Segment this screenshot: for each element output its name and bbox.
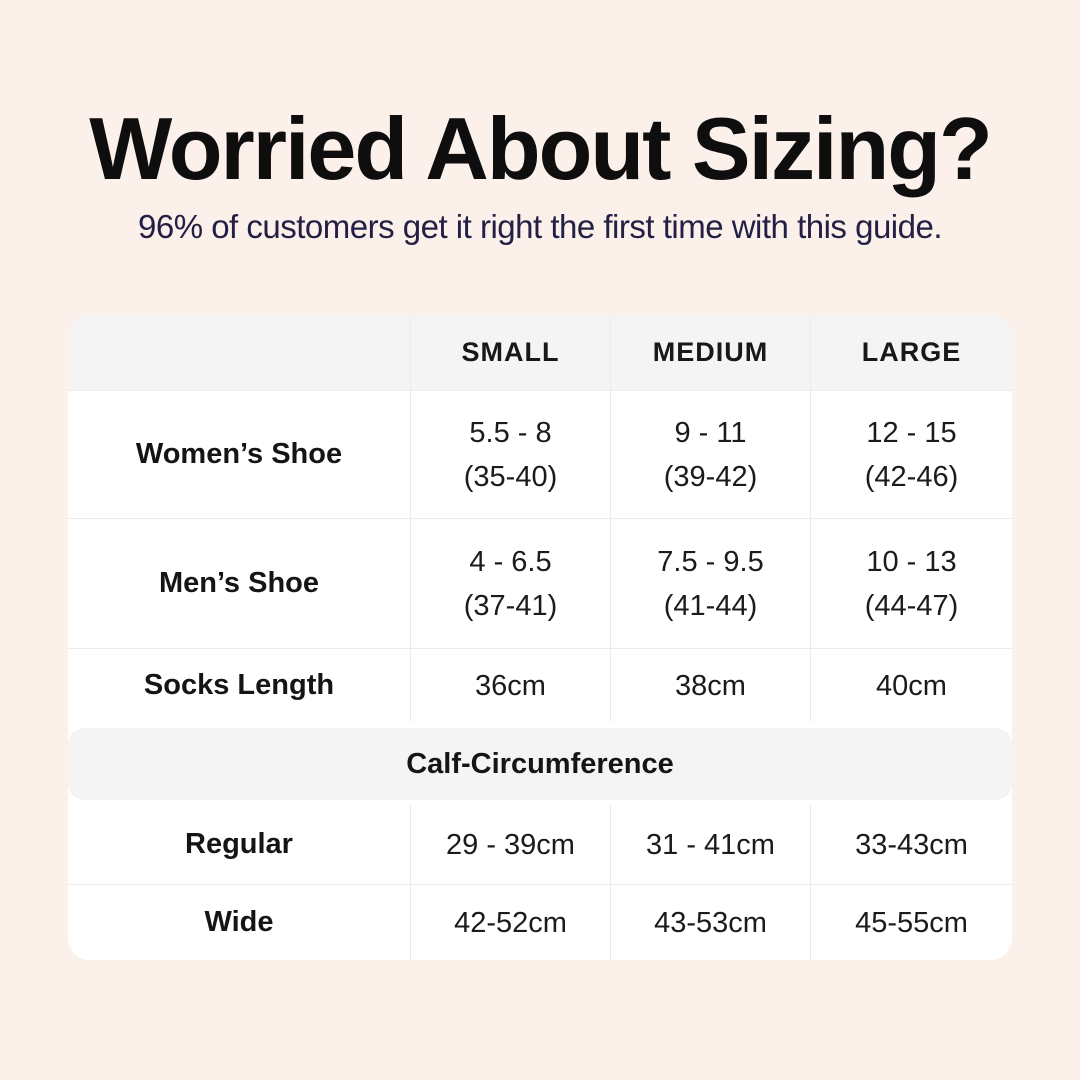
cell-mens-large: 10 - 13 (44-47) [810, 519, 1012, 648]
cell-wide-small: 42-52cm [410, 885, 610, 960]
row-label-regular: Regular [185, 828, 293, 860]
cell-value: (35-40) [463, 460, 558, 493]
cell-value: 45-55cm [855, 906, 968, 939]
table-row-womens-shoe: Women’s Shoe 5.5 - 8 (35-40) 9 - 11 (39-… [68, 390, 1012, 518]
header-cell-small: SMALL [410, 315, 610, 390]
cell-value: 42-52cm [454, 906, 567, 939]
section-label: Calf-Circumference [406, 747, 674, 780]
cell-wide-large: 45-55cm [810, 885, 1012, 960]
size-guide-table: SMALL MEDIUM LARGE Women’s Shoe 5.5 - 8 … [68, 315, 1012, 960]
table-row-wide: Wide 42-52cm 43-53cm 45-55cm [68, 884, 1012, 960]
cell-value: (42-46) [864, 460, 959, 493]
cell-value: 36cm [475, 669, 546, 702]
cell-value: (37-41) [463, 589, 558, 622]
table-section-calf-circumference: Calf-Circumference [68, 728, 1012, 800]
cell-value: 9 - 11 [674, 416, 747, 449]
cell-socks-small: 36cm [410, 649, 610, 722]
page-title: Worried About Sizing? [89, 99, 992, 198]
cell-value: 5.5 - 8 [469, 416, 552, 449]
cell-value: 38cm [675, 669, 746, 702]
header-cell-medium: MEDIUM [610, 315, 810, 390]
cell-socks-medium: 38cm [610, 649, 810, 722]
cell-value: (41-44) [663, 589, 758, 622]
cell-value: 43-53cm [654, 906, 767, 939]
cell-regular-small: 29 - 39cm [410, 805, 610, 884]
cell-regular-medium: 31 - 41cm [610, 805, 810, 884]
cell-wide-medium: 43-53cm [610, 885, 810, 960]
cell-socks-large: 40cm [810, 649, 1012, 722]
cell-value: (44-47) [864, 589, 959, 622]
cell-value: 4 - 6.5 [469, 545, 552, 578]
cell-value: 7.5 - 9.5 [657, 545, 764, 578]
cell-value: 29 - 39cm [446, 828, 575, 861]
table-row-socks-length: Socks Length 36cm 38cm 40cm [68, 648, 1012, 722]
cell-mens-medium: 7.5 - 9.5 (41-44) [610, 519, 810, 648]
cell-mens-small: 4 - 6.5 (37-41) [410, 519, 610, 648]
table-row-mens-shoe: Men’s Shoe 4 - 6.5 (37-41) 7.5 - 9.5 (41… [68, 518, 1012, 648]
row-label-mens-shoe: Men’s Shoe [158, 567, 320, 599]
row-label-socks-length: Socks Length [143, 669, 335, 701]
cell-value: (39-42) [663, 460, 758, 493]
page-subtitle: 96% of customers get it right the first … [137, 208, 943, 245]
cell-womens-large: 12 - 15 (42-46) [810, 391, 1012, 518]
table-header-row: SMALL MEDIUM LARGE [68, 315, 1012, 390]
cell-regular-large: 33-43cm [810, 805, 1012, 884]
cell-value: 40cm [876, 669, 947, 702]
row-label-wide: Wide [204, 906, 274, 938]
cell-value: 31 - 41cm [646, 828, 775, 861]
table-row-regular: Regular 29 - 39cm 31 - 41cm 33-43cm [68, 805, 1012, 884]
cell-value: 33-43cm [855, 828, 968, 861]
cell-womens-medium: 9 - 11 (39-42) [610, 391, 810, 518]
cell-womens-small: 5.5 - 8 (35-40) [410, 391, 610, 518]
header-cell-empty [68, 315, 410, 390]
header-cell-large: LARGE [810, 315, 1012, 390]
cell-value: 10 - 13 [866, 545, 957, 578]
row-label-womens-shoe: Women’s Shoe [135, 438, 343, 470]
cell-value: 12 - 15 [866, 416, 957, 449]
